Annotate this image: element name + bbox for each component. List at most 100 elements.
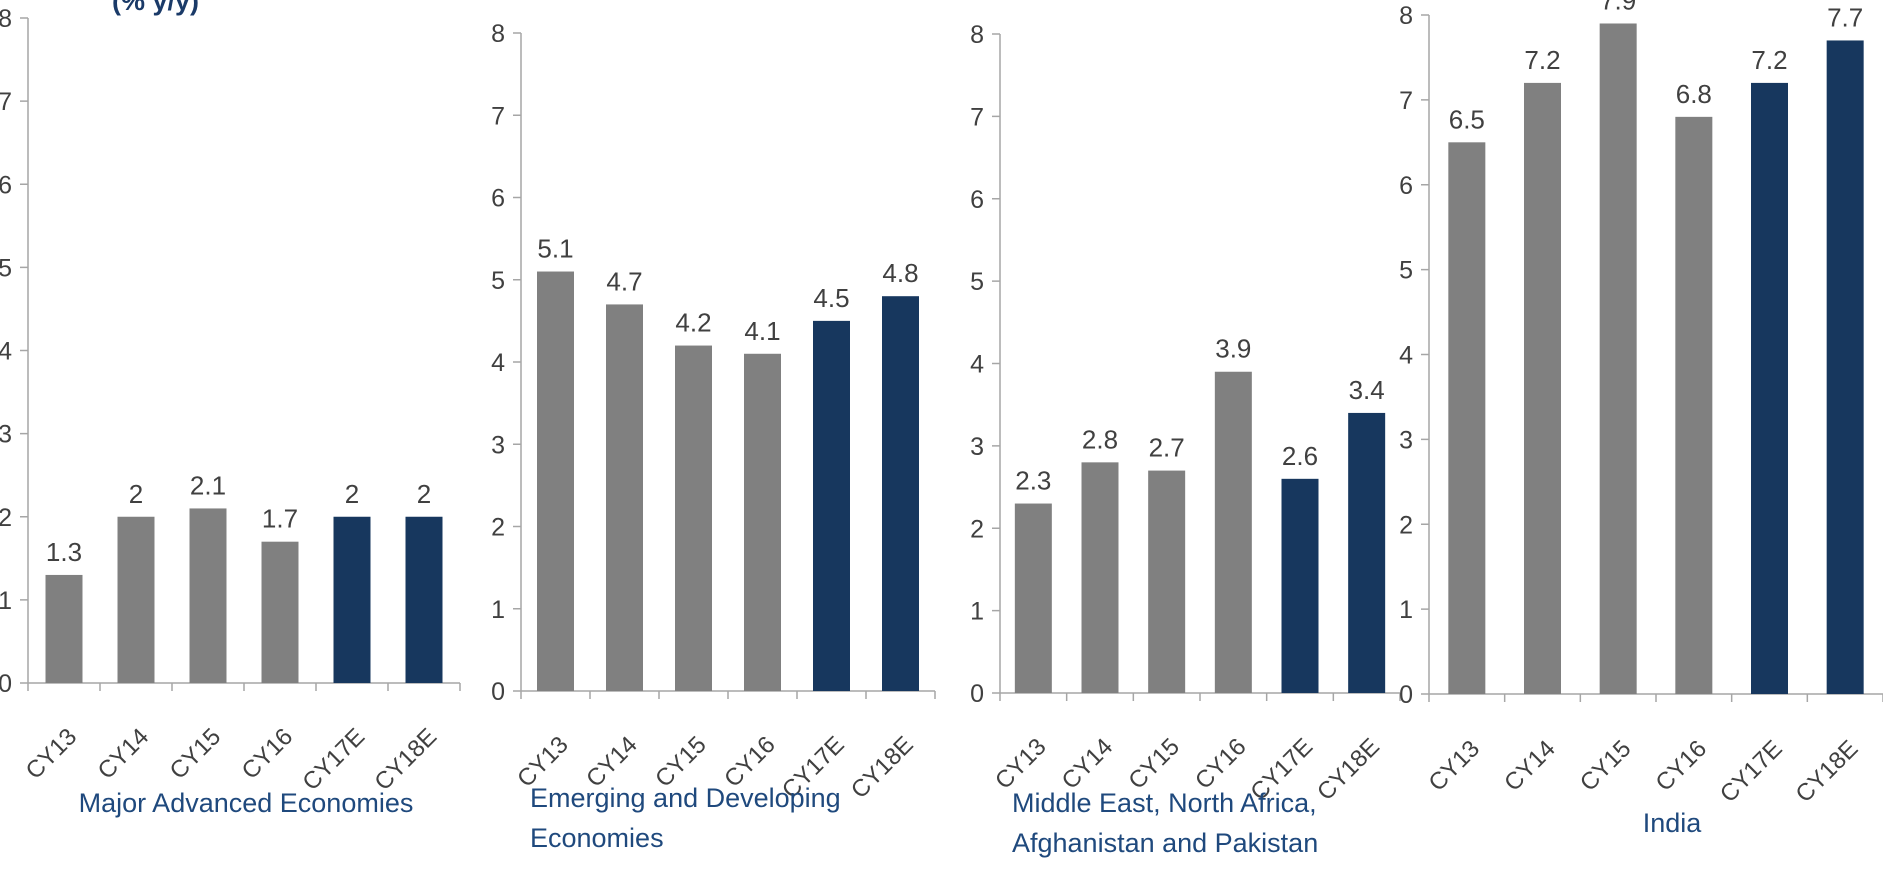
bar-CY16 xyxy=(744,353,781,691)
y-tick-label: 6 xyxy=(491,185,505,213)
value-label: 7.2 xyxy=(1751,45,1787,75)
y-tick-label: 8 xyxy=(970,21,984,49)
value-label: 2.1 xyxy=(190,470,226,500)
bar-CY17E xyxy=(813,320,850,691)
y-tick-label: 7 xyxy=(491,102,505,130)
bar-CY17E xyxy=(1751,82,1788,694)
chart-panel-1: 0 1 2 3 4 5 6 7 8 1.3 CY13 2 CY14 2.1 CY15 1.7 CY16 2 CY17… xyxy=(0,5,461,818)
bar-CY13 xyxy=(45,574,83,683)
y-tick-label: 8 xyxy=(491,20,505,48)
bar-CY18E xyxy=(405,516,443,683)
chart-title: Emerging and Developing xyxy=(530,783,841,813)
x-tick-label: CY16 xyxy=(237,723,299,785)
value-label: 2.7 xyxy=(1149,433,1185,463)
value-label: 2 xyxy=(417,479,431,509)
value-label: 4.2 xyxy=(675,308,711,338)
bar-CY17E xyxy=(1281,478,1319,693)
y-tick-label: 0 xyxy=(970,680,984,708)
y-tick-label: 2 xyxy=(1399,511,1413,539)
x-tick-label: CY13 xyxy=(990,733,1052,795)
y-tick-label: 7 xyxy=(1399,87,1413,115)
y-tick-label: 5 xyxy=(970,268,984,296)
value-label: 6.5 xyxy=(1449,104,1485,134)
x-tick-label: CY14 xyxy=(1057,733,1119,795)
y-tick-label: 6 xyxy=(970,186,984,214)
bar-CY18E xyxy=(1826,40,1864,694)
y-tick-label: 1 xyxy=(0,587,12,615)
value-label: 4.5 xyxy=(813,283,849,313)
value-label: 2.6 xyxy=(1282,441,1318,471)
y-tick-label: 7 xyxy=(970,103,984,131)
y-tick-label: 2 xyxy=(0,504,12,532)
value-label: 2.8 xyxy=(1082,424,1118,454)
y-tick-label: 2 xyxy=(491,514,505,542)
y-tick-label: 6 xyxy=(1399,172,1413,200)
x-tick-label: CY14 xyxy=(1499,735,1561,797)
bar-CY14 xyxy=(606,304,643,691)
y-tick-label: 0 xyxy=(0,670,12,698)
value-label: 4.8 xyxy=(882,258,918,288)
bar-CY15 xyxy=(1599,23,1637,695)
value-label: 7.7 xyxy=(1827,2,1863,32)
x-tick-label: CY17E xyxy=(297,723,370,796)
x-tick-label: CY13 xyxy=(21,723,83,785)
value-label: 6.8 xyxy=(1676,79,1712,109)
value-label: 4.1 xyxy=(744,316,780,346)
y-tick-label: 3 xyxy=(491,431,505,459)
bar-CY14 xyxy=(1524,82,1561,694)
y-tick-label: 4 xyxy=(491,349,505,377)
value-label: 3.4 xyxy=(1349,375,1385,405)
header-title: (% y/y) xyxy=(112,0,200,16)
bar-CY16 xyxy=(1675,116,1713,695)
bar-CY13 xyxy=(1448,142,1486,694)
value-label: 1.3 xyxy=(46,537,82,567)
y-tick-label: 7 xyxy=(0,88,12,116)
chart-title: Middle East, North Africa, xyxy=(1012,788,1317,818)
y-tick-label: 3 xyxy=(1399,426,1413,454)
chart-panel-4: 0 1 2 3 4 5 6 7 8 6.5 CY13 7.2 CY14 7.9 CY15 6.8 CY16 7.2… xyxy=(1399,0,1883,838)
chart-title: Economies xyxy=(530,823,664,853)
value-label: 1.7 xyxy=(262,504,298,534)
value-label: 2 xyxy=(129,479,143,509)
x-tick-label: CY15 xyxy=(1575,735,1637,797)
bar-CY16 xyxy=(261,541,299,683)
bar-CY15 xyxy=(675,345,712,691)
x-tick-label: CY13 xyxy=(1424,735,1486,797)
value-label: 7.9 xyxy=(1600,0,1636,15)
bar-CY13 xyxy=(537,271,574,691)
x-tick-label: CY16 xyxy=(1651,735,1713,797)
x-tick-label: CY16 xyxy=(1190,733,1252,795)
y-tick-label: 4 xyxy=(970,351,984,379)
x-tick-label: CY14 xyxy=(93,723,155,785)
chart-title: India xyxy=(1643,808,1703,838)
y-tick-label: 0 xyxy=(1399,681,1413,709)
x-tick-label: CY15 xyxy=(165,723,227,785)
y-tick-label: 1 xyxy=(970,598,984,626)
x-tick-label: CY18E xyxy=(369,723,442,796)
chart-title: Afghanistan and Pakistan xyxy=(1012,828,1318,858)
y-tick-label: 6 xyxy=(0,171,12,199)
value-label: 4.7 xyxy=(606,266,642,296)
y-tick-label: 3 xyxy=(970,433,984,461)
y-tick-label: 4 xyxy=(0,338,12,366)
bar-CY13 xyxy=(1014,503,1052,693)
bar-CY14 xyxy=(117,516,155,683)
chart-title: Major Advanced Economies xyxy=(79,788,414,818)
value-label: 3.9 xyxy=(1215,334,1251,364)
value-label: 7.2 xyxy=(1524,45,1560,75)
y-tick-label: 2 xyxy=(970,515,984,543)
y-tick-label: 5 xyxy=(491,267,505,295)
x-tick-label: CY18E xyxy=(1791,735,1864,808)
bar-CY15 xyxy=(189,508,227,683)
y-tick-label: 1 xyxy=(491,596,505,624)
bar-CY18E xyxy=(882,296,919,691)
x-tick-label: CY18E xyxy=(1312,733,1385,806)
x-tick-label: CY15 xyxy=(1123,733,1185,795)
y-tick-label: 5 xyxy=(1399,257,1413,285)
y-tick-label: 1 xyxy=(1399,596,1413,624)
y-tick-label: 3 xyxy=(0,421,12,449)
chart-panel-3: 0 1 2 3 4 5 6 7 8 2.3 CY13 2.8 CY14 2.7 CY15 3.9 CY16 2.6… xyxy=(970,21,1401,858)
y-tick-label: 5 xyxy=(0,254,12,282)
